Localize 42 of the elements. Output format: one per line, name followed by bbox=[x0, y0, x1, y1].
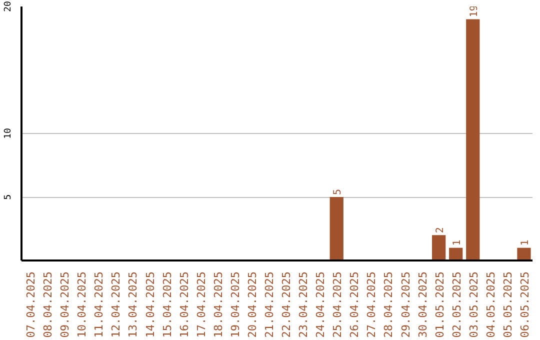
bar bbox=[466, 19, 480, 260]
x-tick-label: 12.04.2025 bbox=[110, 271, 123, 338]
x-tick-label: 24.04.2025 bbox=[314, 271, 328, 338]
x-tick-label: 17.04.2025 bbox=[194, 271, 208, 338]
x-tick-label: 26.04.2025 bbox=[348, 271, 362, 338]
bar bbox=[330, 197, 344, 260]
x-tick-label: 13.04.2025 bbox=[126, 271, 140, 338]
x-tick-label: 05.05.2025 bbox=[501, 271, 514, 338]
x-tick-label: 04.05.2025 bbox=[484, 271, 498, 338]
x-tick-label: 28.04.2025 bbox=[382, 271, 396, 338]
x-tick-label: 16.04.2025 bbox=[178, 271, 191, 338]
x-tick-label: 25.04.2025 bbox=[331, 271, 344, 338]
x-tick-label: 03.05.2025 bbox=[467, 271, 480, 338]
bar bbox=[517, 248, 531, 260]
x-tick-label: 19.04.2025 bbox=[228, 271, 242, 338]
x-tick-label: 30.04.2025 bbox=[416, 271, 430, 338]
data-label: 5 bbox=[332, 188, 344, 195]
y-tick-label: 10 bbox=[4, 128, 14, 139]
x-tick-label: 14.04.2025 bbox=[144, 271, 157, 338]
x-tick-label: 20.04.2025 bbox=[246, 271, 259, 338]
bar bbox=[449, 248, 463, 260]
data-label: 2 bbox=[434, 227, 446, 234]
x-tick-label: 09.04.2025 bbox=[58, 271, 72, 338]
x-tick-label: 29.04.2025 bbox=[399, 271, 412, 338]
y-tick-label: 20 bbox=[4, 1, 14, 12]
y-tick-label: 5 bbox=[4, 194, 14, 200]
x-tick-label: 10.04.2025 bbox=[76, 271, 89, 338]
x-tick-label: 06.05.2025 bbox=[518, 271, 532, 338]
bar bbox=[432, 235, 446, 260]
x-tick-label: 11.04.2025 bbox=[92, 271, 106, 338]
x-tick-label: 22.04.2025 bbox=[280, 271, 294, 338]
data-label: 1 bbox=[520, 240, 531, 246]
x-tick-label: 02.05.2025 bbox=[450, 271, 464, 338]
x-tick-label: 27.04.2025 bbox=[365, 271, 378, 338]
x-tick-label: 01.05.2025 bbox=[433, 271, 446, 338]
x-tick-label: 18.04.2025 bbox=[212, 271, 225, 338]
x-tick-label: 07.04.2025 bbox=[24, 271, 38, 338]
data-label: 1 bbox=[452, 240, 463, 246]
x-tick-label: 15.04.2025 bbox=[160, 271, 174, 338]
x-tick-label: 08.04.2025 bbox=[42, 271, 55, 338]
x-tick-label: 23.04.2025 bbox=[297, 271, 310, 338]
x-tick-label: 21.04.2025 bbox=[262, 271, 276, 338]
